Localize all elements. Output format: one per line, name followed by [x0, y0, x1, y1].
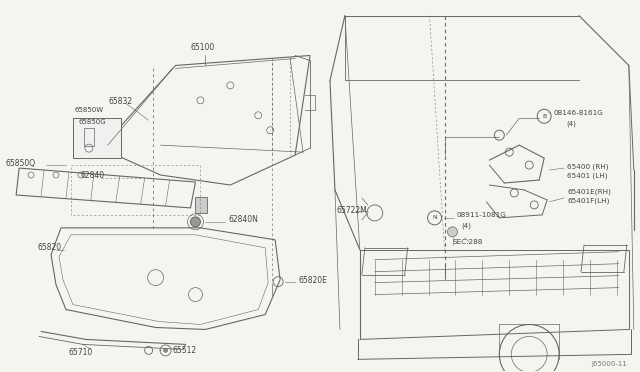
Text: 65100: 65100 [191, 43, 215, 52]
Text: 62840: 62840 [81, 170, 105, 180]
Text: 65722M: 65722M [337, 206, 368, 215]
Circle shape [164, 349, 168, 352]
Text: 65400 (RH): 65400 (RH) [567, 164, 609, 170]
Bar [73, 118, 121, 158]
Text: (4): (4) [566, 121, 576, 128]
Text: 62840N: 62840N [228, 215, 258, 224]
Circle shape [447, 227, 458, 237]
Text: 08146-8161G: 08146-8161G [553, 110, 603, 116]
Text: 65512: 65512 [173, 346, 196, 355]
Text: 65401 (LH): 65401 (LH) [567, 173, 607, 179]
Text: 08911-1081G: 08911-1081G [456, 212, 506, 218]
Text: 65850W: 65850W [75, 107, 104, 113]
Text: SEC.288: SEC.288 [452, 239, 483, 245]
Text: B: B [542, 114, 547, 119]
Text: J65000-11: J65000-11 [591, 361, 627, 367]
Text: 65401E(RH): 65401E(RH) [567, 189, 611, 195]
Bar [84, 128, 94, 146]
Text: 65820: 65820 [37, 243, 61, 252]
Text: 65820E: 65820E [298, 276, 327, 285]
Text: (4): (4) [461, 222, 471, 229]
Text: N: N [432, 215, 437, 220]
Circle shape [191, 217, 200, 227]
Bar [195, 197, 207, 213]
Text: 65710: 65710 [69, 348, 93, 357]
Text: 65850Q: 65850Q [5, 158, 35, 167]
Text: 65832: 65832 [109, 97, 133, 106]
Text: 65401F(LH): 65401F(LH) [567, 198, 609, 204]
Text: 65850G: 65850G [79, 119, 106, 125]
